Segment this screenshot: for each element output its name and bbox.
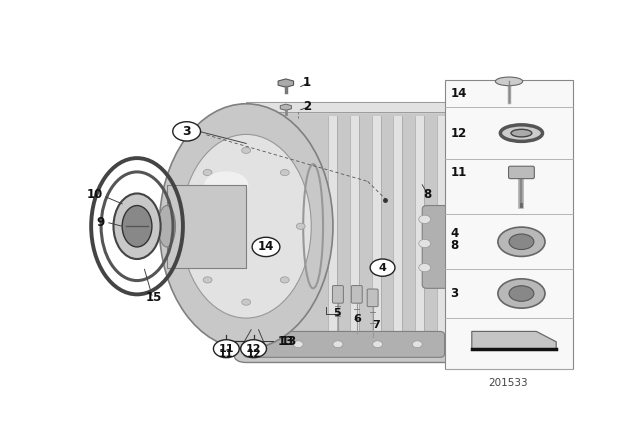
Ellipse shape bbox=[158, 206, 175, 247]
Circle shape bbox=[333, 341, 343, 348]
Text: 11: 11 bbox=[219, 349, 234, 359]
Circle shape bbox=[242, 147, 251, 154]
Circle shape bbox=[213, 340, 239, 358]
Polygon shape bbox=[472, 332, 556, 349]
Circle shape bbox=[242, 299, 251, 305]
Text: 4: 4 bbox=[379, 263, 387, 273]
FancyBboxPatch shape bbox=[351, 285, 362, 303]
FancyBboxPatch shape bbox=[244, 332, 445, 358]
Circle shape bbox=[280, 277, 289, 283]
Text: 5: 5 bbox=[333, 308, 340, 318]
FancyBboxPatch shape bbox=[422, 206, 449, 289]
Bar bbox=[415, 116, 424, 350]
FancyBboxPatch shape bbox=[234, 104, 457, 362]
Text: 8: 8 bbox=[423, 188, 431, 201]
Circle shape bbox=[203, 169, 212, 176]
Ellipse shape bbox=[204, 171, 249, 198]
Text: 2: 2 bbox=[303, 100, 311, 113]
FancyBboxPatch shape bbox=[332, 285, 344, 303]
Ellipse shape bbox=[122, 206, 152, 247]
Ellipse shape bbox=[498, 227, 545, 256]
Circle shape bbox=[370, 259, 395, 276]
Text: 11: 11 bbox=[451, 166, 467, 179]
Circle shape bbox=[203, 277, 212, 283]
Ellipse shape bbox=[511, 129, 532, 137]
Text: 6: 6 bbox=[353, 314, 361, 324]
Circle shape bbox=[419, 239, 431, 248]
Text: 8: 8 bbox=[451, 239, 459, 252]
Circle shape bbox=[280, 169, 289, 176]
Circle shape bbox=[173, 122, 200, 141]
Text: 12: 12 bbox=[451, 127, 467, 140]
Text: 3: 3 bbox=[451, 287, 459, 300]
Circle shape bbox=[187, 223, 196, 229]
Ellipse shape bbox=[113, 194, 161, 259]
Text: 12: 12 bbox=[246, 349, 261, 359]
Polygon shape bbox=[278, 79, 294, 87]
FancyBboxPatch shape bbox=[367, 289, 378, 306]
Circle shape bbox=[252, 237, 280, 257]
Bar bbox=[328, 116, 337, 350]
Text: 13: 13 bbox=[278, 335, 294, 348]
Text: 13: 13 bbox=[280, 335, 296, 348]
Text: 11: 11 bbox=[219, 344, 234, 354]
Text: 9: 9 bbox=[97, 216, 105, 229]
Bar bbox=[372, 116, 381, 350]
Text: 14: 14 bbox=[258, 241, 274, 254]
Text: 7: 7 bbox=[372, 319, 380, 330]
Text: 3: 3 bbox=[182, 125, 191, 138]
Polygon shape bbox=[246, 102, 445, 112]
Ellipse shape bbox=[181, 134, 311, 318]
Text: 10: 10 bbox=[87, 188, 103, 201]
Text: 4: 4 bbox=[451, 227, 459, 240]
Circle shape bbox=[372, 341, 383, 348]
Text: 201533: 201533 bbox=[489, 378, 529, 388]
Ellipse shape bbox=[159, 104, 333, 349]
Bar bbox=[437, 116, 446, 350]
Bar bbox=[394, 116, 403, 350]
Circle shape bbox=[241, 340, 266, 358]
Text: 1: 1 bbox=[303, 76, 311, 89]
Circle shape bbox=[419, 263, 431, 272]
Bar bbox=[350, 116, 359, 350]
Ellipse shape bbox=[498, 279, 545, 308]
Bar bbox=[167, 185, 246, 267]
Polygon shape bbox=[280, 104, 291, 110]
FancyBboxPatch shape bbox=[509, 166, 534, 179]
Circle shape bbox=[296, 223, 305, 229]
Ellipse shape bbox=[495, 77, 523, 86]
Circle shape bbox=[419, 215, 431, 224]
Text: 14: 14 bbox=[451, 87, 467, 100]
Bar bbox=[445, 80, 573, 370]
Text: 12: 12 bbox=[246, 344, 261, 354]
Circle shape bbox=[293, 341, 303, 348]
Circle shape bbox=[253, 341, 264, 348]
Ellipse shape bbox=[509, 286, 534, 301]
Ellipse shape bbox=[509, 234, 534, 250]
Ellipse shape bbox=[500, 125, 543, 142]
Text: 15: 15 bbox=[145, 291, 161, 304]
Circle shape bbox=[412, 341, 422, 348]
